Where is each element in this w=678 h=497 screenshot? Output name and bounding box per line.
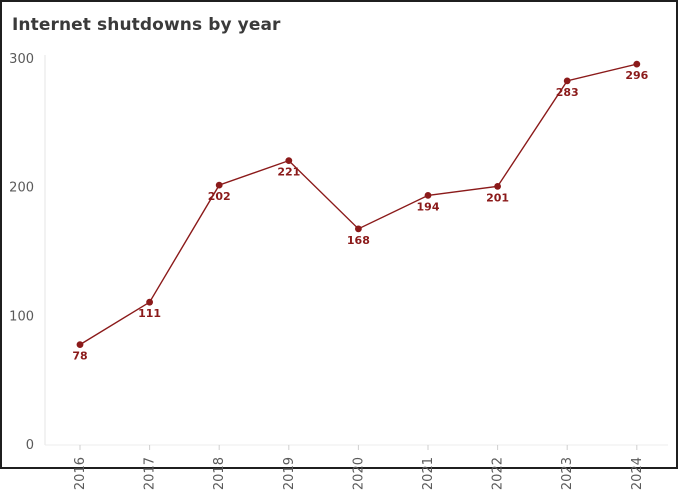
data-point [146, 298, 154, 306]
data-label: 201 [486, 191, 509, 204]
y-tick-label: 200 [9, 181, 34, 196]
y-ticks-group: 0 100 200 300 [9, 52, 34, 453]
data-point [424, 191, 432, 199]
chart-frame: Internet shutdowns by year [0, 0, 678, 469]
y-tick-label: 0 [26, 438, 34, 453]
data-point [76, 341, 84, 349]
data-point [563, 77, 571, 85]
data-point [215, 181, 223, 189]
data-label: 221 [277, 166, 300, 179]
x-tick-label: 2022 [491, 457, 506, 490]
data-point [633, 60, 641, 68]
data-point [494, 182, 501, 190]
data-label: 283 [556, 86, 579, 99]
x-tick-label: 2020 [351, 457, 366, 490]
x-tick-label: 2017 [143, 457, 158, 490]
y-tick-label: 300 [9, 52, 34, 67]
x-tick-label: 2019 [282, 457, 297, 490]
x-tick-label: 2018 [212, 457, 227, 490]
data-label: 168 [347, 234, 370, 247]
data-point [355, 225, 362, 233]
data-label: 111 [138, 307, 161, 320]
data-label: 194 [417, 200, 440, 213]
data-label: 296 [625, 69, 648, 82]
x-tick-label: 2023 [560, 457, 575, 490]
series-group [76, 60, 641, 349]
data-label: 78 [72, 350, 87, 363]
data-point [285, 157, 293, 165]
y-tick-label: 100 [9, 309, 34, 324]
x-tick-label: 2016 [73, 457, 88, 490]
series-line [79, 63, 637, 346]
chart-title: Internet shutdowns by year [12, 15, 281, 35]
x-tick-label: 2021 [421, 457, 436, 490]
x-tick-label: 2024 [630, 457, 645, 490]
data-labels-group: 78 111 202 221 168 194 201 283 296 [72, 69, 648, 362]
data-label: 202 [208, 190, 231, 203]
x-ticks-group: 2016 2017 2018 2019 2020 2021 2022 2023 2024 [73, 445, 645, 490]
axes-group [44, 55, 668, 446]
